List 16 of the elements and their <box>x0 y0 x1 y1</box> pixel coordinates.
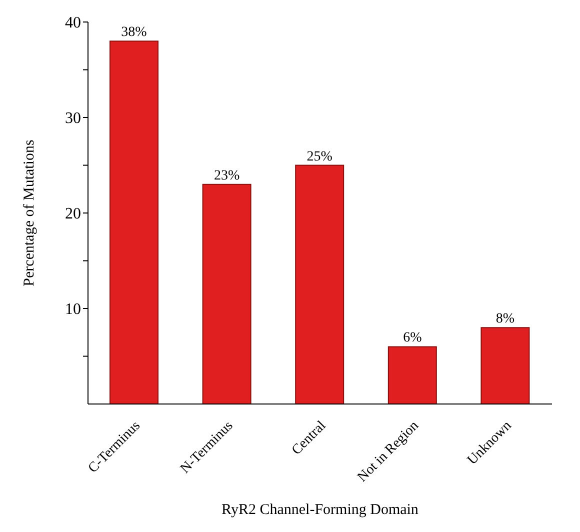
data-label: 23% <box>214 168 240 184</box>
data-label: 6% <box>403 330 422 346</box>
y-tick-label: 40 <box>65 14 81 32</box>
data-label: 38% <box>121 25 148 40</box>
bar <box>388 346 437 404</box>
y-tick-label: 20 <box>65 206 81 223</box>
y-tick-label: 10 <box>65 301 81 318</box>
bar <box>110 40 158 404</box>
data-label: 25% <box>306 149 333 164</box>
data-label: 8% <box>496 312 515 327</box>
bar <box>295 164 344 404</box>
bar <box>202 184 252 404</box>
bar <box>480 327 530 404</box>
y-axis-title: Percentage of Mutations <box>21 140 38 286</box>
y-tick-label: 30 <box>65 110 81 128</box>
x-axis-title: RyR2 Channel-Forming Domain <box>222 502 419 518</box>
